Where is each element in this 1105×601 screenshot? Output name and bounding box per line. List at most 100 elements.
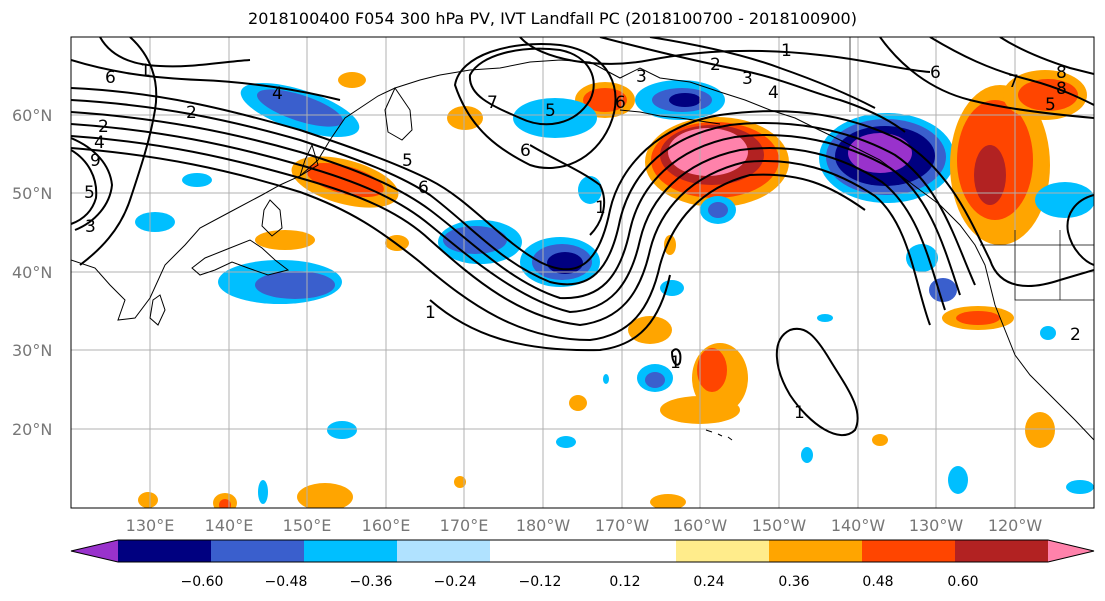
contour-label: 2 xyxy=(1070,325,1081,345)
colorbar-tick-label: −0.60 xyxy=(181,574,224,590)
contour-label: 8 xyxy=(1056,79,1067,99)
lat-label: 50°N xyxy=(12,184,52,203)
contour-label: 5 xyxy=(1045,95,1056,115)
lon-label: 140°E xyxy=(205,516,254,535)
lat-label: 40°N xyxy=(12,263,52,282)
shade-blob xyxy=(257,89,343,127)
contour-label: 9 xyxy=(90,151,101,171)
contour-label: 1 xyxy=(794,403,805,423)
colorbar-tick-labels: −0.60 −0.48 −0.36 −0.24 −0.12 0.12 0.24 … xyxy=(181,574,979,590)
shade-blob xyxy=(569,395,587,411)
lon-label: 150°E xyxy=(283,516,332,535)
colorbar-tick-label: −0.12 xyxy=(519,574,562,590)
colorbar-segment xyxy=(304,540,398,562)
lon-label: 130°E xyxy=(126,516,175,535)
shade-blob xyxy=(1040,326,1056,340)
shade-blob xyxy=(219,499,231,508)
shade-blob xyxy=(1025,412,1055,448)
lon-label: 150°W xyxy=(752,516,807,535)
colorbar-outline xyxy=(70,539,1095,563)
lat-label: 60°N xyxy=(12,106,52,125)
lon-label: 170°W xyxy=(595,516,650,535)
shade-blob xyxy=(603,374,609,384)
contour-label: 1 xyxy=(425,303,436,323)
shade-blob xyxy=(138,492,158,508)
colorbar-segment xyxy=(397,540,491,562)
contour-label: 5 xyxy=(84,183,95,203)
contour-label: 1 xyxy=(781,41,792,61)
shade-blob xyxy=(708,202,728,218)
shade-blob xyxy=(956,311,1000,325)
colorbar-segment xyxy=(211,540,305,562)
shade-blob xyxy=(948,466,968,494)
contour-label: 5 xyxy=(545,101,556,121)
lon-label: 160°W xyxy=(673,516,728,535)
shade-blob xyxy=(645,372,665,388)
shade-blob xyxy=(135,212,175,232)
contour-labels: 1 2 3 4 5 6 7 8 9 1 1 1 1 2 3 4 5 6 5 6 … xyxy=(84,41,1081,423)
contour-label: 6 xyxy=(520,141,531,161)
colorbar-tick-label: −0.24 xyxy=(434,574,477,590)
contour-label: 4 xyxy=(768,83,779,103)
colorbar-segment xyxy=(118,540,212,562)
colorbar-tick-label: 0.48 xyxy=(862,574,893,590)
lon-label: 180°W xyxy=(516,516,571,535)
shade-blob xyxy=(628,316,672,344)
shade-blob xyxy=(650,494,686,508)
shade-blob xyxy=(697,348,727,392)
colorbar xyxy=(70,539,1095,563)
colorbar-segment xyxy=(583,540,677,562)
contour-label: 1 xyxy=(595,198,606,218)
contour-label: 8 xyxy=(1056,63,1067,83)
lon-label: 140°W xyxy=(831,516,886,535)
shade-blob xyxy=(338,72,366,88)
shade-blob xyxy=(255,271,335,299)
colorbar-tick-label: 0.24 xyxy=(693,574,724,590)
shade-blob xyxy=(668,128,748,176)
figure-title: 2018100400 F054 300 hPa PV, IVT Landfall… xyxy=(248,9,857,28)
lat-label: 30°N xyxy=(12,341,52,360)
contour-label: 3 xyxy=(742,69,753,89)
shade-blob xyxy=(182,173,212,187)
contour-label: 7 xyxy=(487,93,498,113)
colorbar-tick-label: −0.48 xyxy=(265,574,308,590)
colorbar-segment xyxy=(955,540,1049,562)
shade-blob xyxy=(669,93,701,107)
contour-label: 6 xyxy=(615,93,626,113)
contour-label: 1 xyxy=(140,61,151,81)
colorbar-extend-min xyxy=(71,540,118,562)
shade-blob xyxy=(660,280,684,296)
contour-label: 3 xyxy=(85,217,96,237)
colorbar-segment xyxy=(769,540,863,562)
lon-label: 160°E xyxy=(362,516,411,535)
shade-blob xyxy=(848,133,912,173)
lat-label: 20°N xyxy=(12,420,52,439)
shade-blob xyxy=(513,98,597,138)
lon-label: 120°W xyxy=(988,516,1043,535)
colorbar-extend-max xyxy=(1048,540,1094,562)
shade-blob xyxy=(556,436,576,448)
longitude-labels: 130°E 140°E 150°E 160°E 170°E 180°W 170°… xyxy=(126,516,1043,535)
shade-blob xyxy=(974,145,1006,205)
shade-blob xyxy=(872,434,888,446)
contour-label: 6 xyxy=(930,63,941,83)
contour-label: 6 xyxy=(418,178,429,198)
shade-blob xyxy=(801,447,813,463)
shade-blob xyxy=(297,483,353,508)
latitude-labels: 60°N 50°N 40°N 30°N 20°N xyxy=(12,106,52,439)
shade-blob xyxy=(664,235,676,255)
colorbar-segment xyxy=(490,540,584,562)
shade-blob xyxy=(817,314,833,322)
lon-label: 170°E xyxy=(440,516,489,535)
colorbar-segment xyxy=(676,540,770,562)
shade-blob xyxy=(454,476,466,488)
contour-label: 2 xyxy=(710,55,721,75)
shade-blob xyxy=(327,421,357,439)
contour-label: 6 xyxy=(105,68,116,88)
contour-label: 1 xyxy=(670,353,681,373)
shade-blob xyxy=(547,252,583,274)
contour-label: 3 xyxy=(636,67,647,87)
pv-contours xyxy=(71,37,1094,436)
colorbar-tick-label: 0.60 xyxy=(947,574,978,590)
